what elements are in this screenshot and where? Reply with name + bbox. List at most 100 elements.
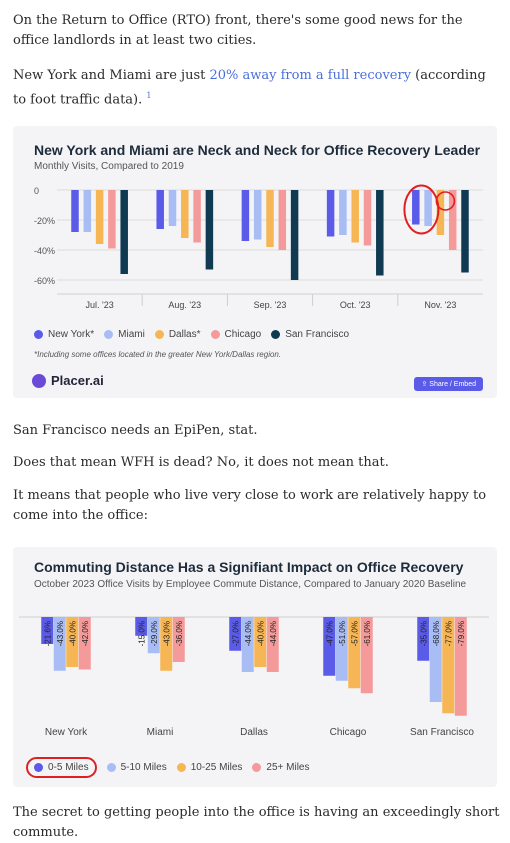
chart2-data-label: -21.6% (43, 621, 52, 646)
chart1-bar-san-francisco[interactable] (376, 190, 384, 276)
chart2-bar-25-miles[interactable] (172, 617, 185, 662)
chart1-bar-san-francisco[interactable] (120, 190, 128, 274)
chart1-legend-item-san-francisco[interactable]: San Francisco (271, 329, 349, 340)
legend-label: Dallas* (168, 329, 201, 340)
chart1-bar-miami[interactable] (339, 190, 347, 235)
placer-brand: Placer.ai (51, 373, 104, 388)
chart-card-office-recovery: New York and Miami are Neck and Neck for… (13, 126, 497, 398)
chart2-bar-10-25-miles[interactable] (66, 617, 79, 667)
chart-card-commute-distance: Commuting Distance Has a Signifiant Impa… (13, 547, 497, 787)
chart2-bar-25-miles[interactable] (360, 617, 373, 694)
legend-dot-icon (210, 330, 220, 339)
chart1-bar-chicago[interactable] (363, 190, 372, 246)
chart2-data-label: -77.0% (444, 621, 453, 646)
chart2-bar-25-miles[interactable] (266, 617, 279, 672)
article-paragraph-1: On the Return to Office (RTO) front, the… (13, 13, 463, 48)
chart1-bar-dallas[interactable] (436, 190, 445, 235)
chart2-category-label: New York (45, 727, 88, 738)
chart2-bar-5-10-miles[interactable] (147, 617, 160, 654)
chart1-bar-chicago[interactable] (108, 190, 116, 249)
chart1-bar-miami[interactable] (424, 190, 432, 226)
chart1-bar-dallas[interactable] (351, 190, 359, 243)
legend-label: 5-10 Miles (120, 762, 167, 773)
chart1-title: New York and Miami are Neck and Neck for… (34, 142, 481, 158)
chart1-bar-san-francisco[interactable] (461, 190, 469, 273)
article-paragraph-3: San Francisco needs an EpiPen, stat. (13, 423, 258, 438)
chart1-bar-new-york[interactable] (241, 190, 250, 241)
chart2-bar-25-miles[interactable] (454, 617, 467, 716)
chart1-bar-chicago[interactable] (278, 190, 287, 250)
chart2-bar-5-10-miles[interactable] (53, 617, 66, 671)
p2-text-after: (according to foot traffic data). (13, 68, 486, 108)
legend-dot-icon (271, 330, 281, 339)
chart2-legend-item-5-10-miles[interactable]: 5-10 Miles (106, 762, 167, 773)
chart2-bar-25-miles[interactable] (78, 617, 91, 670)
chart1-bar-miami[interactable] (168, 190, 177, 226)
chart1-legend-item-dallas[interactable]: Dallas* (154, 329, 201, 340)
chart2-data-label: -40.0% (256, 621, 265, 646)
chart2-bar-0-5-miles[interactable] (229, 617, 242, 651)
share-embed-button[interactable]: ⇪ Share / Embed (414, 377, 483, 391)
chart2-data-label: -40.0% (68, 621, 77, 646)
chart2-data-label: -61.0% (363, 621, 372, 646)
recovery-link[interactable]: 20% away from a full recovery (209, 68, 412, 83)
chart2-bar-5-10-miles[interactable] (429, 617, 442, 702)
chart2-data-label: -79.0% (457, 621, 466, 646)
chart2-bar-10-25-miles[interactable] (442, 617, 455, 714)
chart2-data-label: -44.0% (269, 621, 278, 646)
legend-label: 10-25 Miles (190, 762, 243, 773)
chart1-bar-dallas[interactable] (181, 190, 189, 238)
chart1-bar-miami[interactable] (83, 190, 92, 232)
chart1-bar-san-francisco[interactable] (290, 190, 299, 280)
chart2-legend-item-25-miles[interactable]: 25+ Miles (252, 762, 310, 773)
legend-label: Chicago (224, 329, 262, 340)
chart1-bar-chicago[interactable] (448, 190, 457, 250)
chart2-bar-10-25-miles[interactable] (160, 617, 173, 671)
chart2-legend-item-0-5-miles[interactable]: 0-5 Miles (26, 757, 97, 778)
chart2-bar-10-25-miles[interactable] (348, 617, 361, 689)
chart2-bar-0-5-miles[interactable] (135, 617, 148, 636)
chart2-bar-5-10-miles[interactable] (335, 617, 348, 681)
chart2-data-label: -36.0% (175, 621, 184, 646)
chart1-bar-dallas[interactable] (95, 190, 104, 244)
chart1-footnote: *Including some offices located in the g… (34, 350, 282, 359)
chart2-data-label: -57.0% (350, 621, 359, 646)
chart1-bar-new-york[interactable] (412, 190, 420, 225)
chart2-legend-item-10-25-miles[interactable]: 10-25 Miles (176, 762, 243, 773)
chart2-bar-0-5-miles[interactable] (417, 617, 430, 661)
placer-logo: Placer.ai (32, 373, 104, 388)
chart2-bar-10-25-miles[interactable] (254, 617, 267, 667)
chart1-bar-san-francisco[interactable] (205, 190, 214, 270)
chart2-data-label: -35.0% (419, 621, 428, 646)
chart1-bar-new-york[interactable] (156, 190, 164, 229)
chart2-bar-5-10-miles[interactable] (241, 617, 254, 672)
chart1-subtitle: Monthly Visits, Compared to 2019 (34, 161, 184, 172)
chart2-data-label: -42.0% (81, 621, 90, 646)
footnote-ref[interactable]: 1 (146, 91, 152, 100)
chart2-bar-0-5-miles[interactable] (41, 617, 54, 644)
chart1-bar-new-york[interactable] (71, 190, 79, 232)
chart1-legend-item-miami[interactable]: Miami (104, 329, 145, 340)
article-paragraph-6: The secret to getting people into the of… (13, 805, 500, 840)
chart1-legend-item-new-york[interactable]: New York* (34, 329, 94, 340)
legend-dot-icon (104, 330, 114, 339)
p2-text-before: New York and Miami are just (13, 68, 210, 83)
chart2-data-label: -68.0% (432, 621, 441, 646)
chart1-bar-dallas[interactable] (266, 190, 274, 247)
chart1-bar-miami[interactable] (253, 190, 262, 240)
legend-label: 0-5 Miles (48, 762, 89, 773)
annotation-circle (403, 184, 440, 235)
chart1-legend-item-chicago[interactable]: Chicago (210, 329, 262, 340)
share-embed-label: Share / Embed (429, 381, 476, 388)
legend-label: Miami (118, 329, 145, 340)
chart1-category-label: Jul. '23 (85, 300, 113, 310)
legend-dot-icon (154, 330, 164, 339)
chart1-category-label: Nov. '23 (424, 300, 456, 310)
chart2-plot: -21.6% -43.0% -40.0% -42.0%New York-15.0% -2… (19, 616, 489, 738)
chart1-bar-new-york[interactable] (326, 190, 335, 237)
chart1-bar-chicago[interactable] (193, 190, 201, 243)
placer-logo-icon (32, 373, 46, 388)
chart2-bar-0-5-miles[interactable] (323, 617, 336, 676)
chart1-category-label: Sep. '23 (254, 300, 287, 310)
chart2-category-label: Dallas (240, 727, 268, 738)
